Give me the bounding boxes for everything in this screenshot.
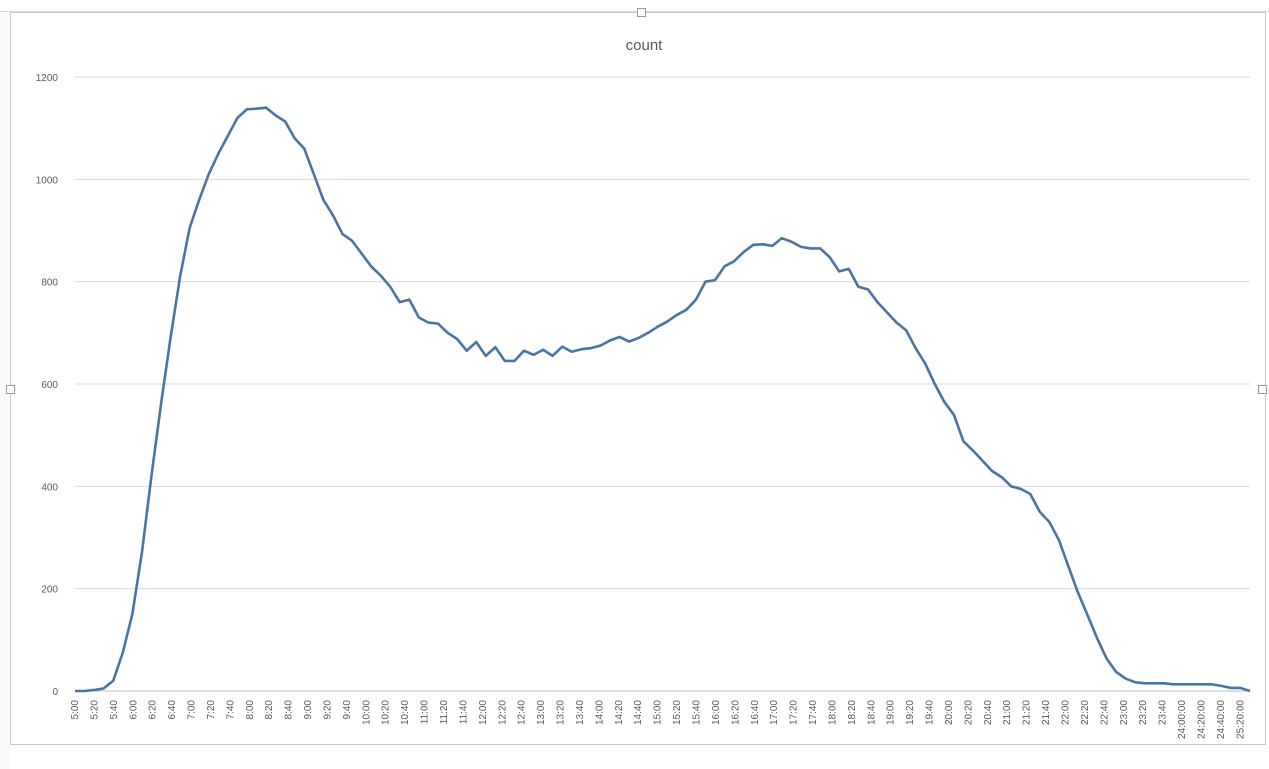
series-line (75, 106, 1251, 693)
x-tick-label: 18:40 (866, 700, 877, 725)
x-tick-label: 21:00 (1002, 700, 1013, 725)
x-tick-label: 20:40 (983, 700, 994, 725)
x-tick-label: 13:00 (536, 700, 547, 725)
x-tick-label: 23:20 (1138, 700, 1149, 725)
x-tick-label: 5:00 (70, 700, 81, 720)
x-tick-label: 22:40 (1099, 700, 1110, 725)
chart-title: count (626, 37, 664, 54)
x-tick-label: 6:40 (167, 700, 178, 720)
x-axis-ticks: 5:00 5:20 5:40 6:00 6:20 6:40 7:00 7:20 7:40 8:00… (70, 700, 1246, 739)
x-tick-label: 7:20 (206, 700, 217, 720)
resize-handle-right[interactable] (1258, 385, 1267, 394)
x-tick-label: 8:20 (264, 700, 275, 720)
grid-lines (75, 76, 1250, 692)
x-tick-label: 14:40 (633, 700, 644, 725)
x-tick-label: 16:00 (711, 700, 722, 725)
x-tick-label: 16:20 (730, 700, 741, 725)
x-tick-label: 6:20 (148, 700, 159, 720)
x-tick-label: 8:40 (284, 700, 295, 720)
x-tick-label: 23:40 (1158, 700, 1169, 725)
resize-handle-top[interactable] (637, 8, 646, 17)
x-tick-label: 15:40 (692, 700, 703, 725)
x-tick-label: 9:40 (342, 700, 353, 720)
x-tick-label: 18:00 (827, 700, 838, 725)
x-tick-label: 24:00:00 (1177, 700, 1188, 739)
x-tick-label: 13:20 (556, 700, 567, 725)
x-tick-label: 20:00 (944, 700, 955, 725)
y-tick-label: 1000 (36, 175, 59, 186)
x-tick-label: 10:40 (400, 700, 411, 725)
chart-frame[interactable] (6, 8, 1267, 745)
x-tick-label: 7:00 (187, 700, 198, 720)
x-tick-label: 12:40 (517, 700, 528, 725)
y-tick-label: 400 (41, 482, 58, 493)
y-axis-ticks: 0 200 400 600 800 1000 1200 (36, 73, 59, 698)
y-tick-label: 0 (52, 687, 58, 698)
x-tick-label: 17:00 (769, 700, 780, 725)
x-tick-label: 9:20 (323, 700, 334, 720)
x-tick-label: 13:40 (575, 700, 586, 725)
y-tick-label: 1200 (36, 73, 59, 84)
x-tick-label: 18:20 (847, 700, 858, 725)
x-tick-label: 14:00 (594, 700, 605, 725)
x-tick-label: 21:40 (1041, 700, 1052, 725)
x-tick-label: 10:00 (361, 700, 372, 725)
y-tick-label: 600 (41, 380, 58, 391)
x-tick-label: 9:00 (303, 700, 314, 720)
x-tick-label: 17:40 (808, 700, 819, 725)
x-tick-label: 21:20 (1022, 700, 1033, 725)
x-tick-label: 12:20 (497, 700, 508, 725)
x-tick-label: 6:00 (128, 700, 139, 720)
x-tick-label: 5:40 (109, 700, 120, 720)
x-tick-label: 14:20 (614, 700, 625, 725)
x-tick-label: 12:00 (478, 700, 489, 725)
x-tick-label: 24:40:00 (1216, 700, 1227, 739)
x-tick-label: 24:20:00 (1196, 700, 1207, 739)
x-tick-label: 10:20 (381, 700, 392, 725)
left-rail (0, 12, 10, 769)
x-tick-label: 17:20 (789, 700, 800, 725)
x-tick-label: 11:20 (439, 700, 450, 725)
x-tick-label: 5:20 (89, 700, 100, 720)
x-tick-label: 19:20 (905, 700, 916, 725)
x-tick-label: 16:40 (750, 700, 761, 725)
resize-handle-left[interactable] (6, 385, 15, 394)
x-tick-label: 11:00 (420, 700, 431, 725)
x-tick-label: 15:00 (653, 700, 664, 725)
x-tick-label: 8:00 (245, 700, 256, 720)
x-tick-label: 7:40 (225, 700, 236, 720)
x-tick-label: 19:00 (886, 700, 897, 725)
x-tick-label: 22:20 (1080, 700, 1091, 725)
x-tick-label: 20:20 (963, 700, 974, 725)
top-ruler (0, 0, 1269, 12)
series-group (75, 106, 1251, 693)
y-tick-label: 200 (41, 585, 58, 596)
x-tick-label: 15:20 (672, 700, 683, 725)
x-tick-label: 19:40 (925, 700, 936, 725)
x-tick-label: 25:20:00 (1235, 700, 1246, 739)
x-tick-label: 22:00 (1061, 700, 1072, 725)
x-tick-label: 23:00 (1119, 700, 1130, 725)
y-tick-label: 800 (41, 278, 58, 289)
x-tick-label: 11:40 (458, 700, 469, 725)
